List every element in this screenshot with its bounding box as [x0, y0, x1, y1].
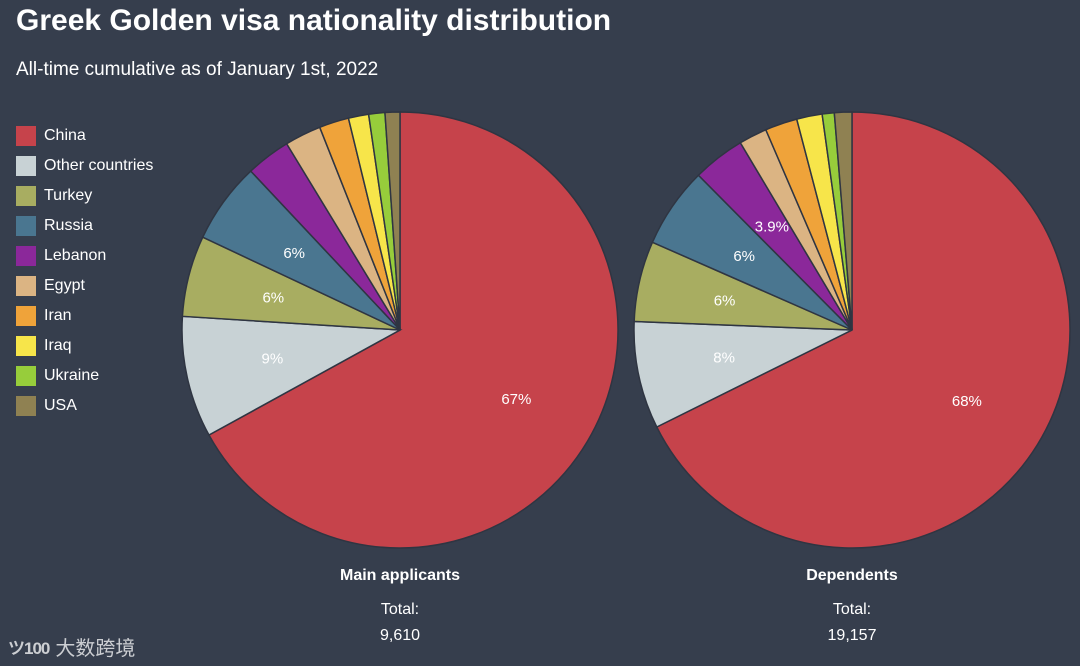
slice-label-turkey: 6%: [262, 289, 284, 306]
legend-item-china: China: [16, 121, 153, 151]
pie-slice-other-countries: [181, 315, 403, 437]
legend-label-ukraine: Ukraine: [44, 367, 100, 384]
legend-swatch-lebanon: [16, 246, 36, 266]
slice-label-turkey: 6%: [714, 293, 736, 310]
legend-swatch-iraq: [16, 336, 36, 356]
legend-item-iraq: Iraq: [16, 331, 153, 361]
legend-item-iran: Iran: [16, 301, 153, 331]
pie-total-value-dependents: 19,157: [827, 627, 877, 644]
chart-title: Greek Golden visa nationality distributi…: [16, 4, 612, 37]
legend-label-egypt: Egypt: [44, 277, 85, 294]
slice-label-china: 67%: [501, 391, 531, 408]
pie-slice-china: [655, 111, 1071, 549]
chart-subtitle: All-time cumulative as of January 1st, 2…: [16, 59, 379, 80]
slice-label-russia: 6%: [733, 248, 755, 265]
pie-slice-usa: [833, 111, 853, 331]
legend-label-iran: Iran: [44, 307, 72, 324]
legend-item-lebanon: Lebanon: [16, 241, 153, 271]
watermark: ツ100 大数跨境: [8, 632, 135, 661]
legend-item-usa: USA: [16, 391, 153, 421]
legend-item-other-countries: Other countries: [16, 151, 153, 181]
legend-label-usa: USA: [44, 397, 77, 414]
slice-label-other-countries: 8%: [713, 349, 735, 366]
slice-label-china: 68%: [952, 393, 982, 410]
pie-slice-china: [207, 111, 619, 549]
pie-total-label-main-applicants: Total:: [380, 601, 420, 618]
legend-label-turkey: Turkey: [44, 187, 93, 204]
pie-main-applicants: 67% 9% 6% 6%: [181, 111, 619, 549]
legend-label-other-countries: Other countries: [44, 157, 154, 174]
pie-total-label-dependents: Total:: [832, 601, 872, 618]
slice-label-other-countries: 9%: [262, 351, 284, 368]
legend-label-russia: Russia: [44, 217, 93, 234]
legend-swatch-usa: [16, 396, 36, 416]
legend-label-china: China: [44, 127, 86, 144]
legend-swatch-egypt: [16, 276, 36, 296]
legend-label-iraq: Iraq: [44, 337, 72, 354]
pie-total-value-main-applicants: 9,610: [379, 627, 421, 644]
legend-label-lebanon: Lebanon: [44, 247, 107, 264]
pie-dependents: 68%8%6%6%3.9%: [633, 111, 1071, 549]
legend-swatch-china: [16, 126, 36, 146]
pie-slice-other-countries: [633, 320, 853, 428]
legend-item-ukraine: Ukraine: [16, 361, 153, 391]
legend: China Other countries Turkey Russia Leba…: [16, 121, 153, 421]
slice-label-lebanon: 3.9%: [755, 219, 789, 236]
watermark-text: 大数跨境: [55, 638, 136, 660]
legend-swatch-turkey: [16, 186, 36, 206]
pie-slice-usa: [384, 111, 401, 331]
slice-label-russia: 6%: [283, 245, 305, 262]
watermark-logo-icon: ツ100: [8, 639, 50, 658]
legend-swatch-iran: [16, 306, 36, 326]
legend-item-turkey: Turkey: [16, 181, 153, 211]
pie-title-dependents: Dependents: [806, 567, 898, 584]
pie-title-main-applicants: Main applicants: [339, 567, 461, 584]
legend-item-russia: Russia: [16, 211, 153, 241]
legend-swatch-other-countries: [16, 156, 36, 176]
legend-item-egypt: Egypt: [16, 271, 153, 301]
legend-swatch-ukraine: [16, 366, 36, 386]
legend-swatch-russia: [16, 216, 36, 236]
